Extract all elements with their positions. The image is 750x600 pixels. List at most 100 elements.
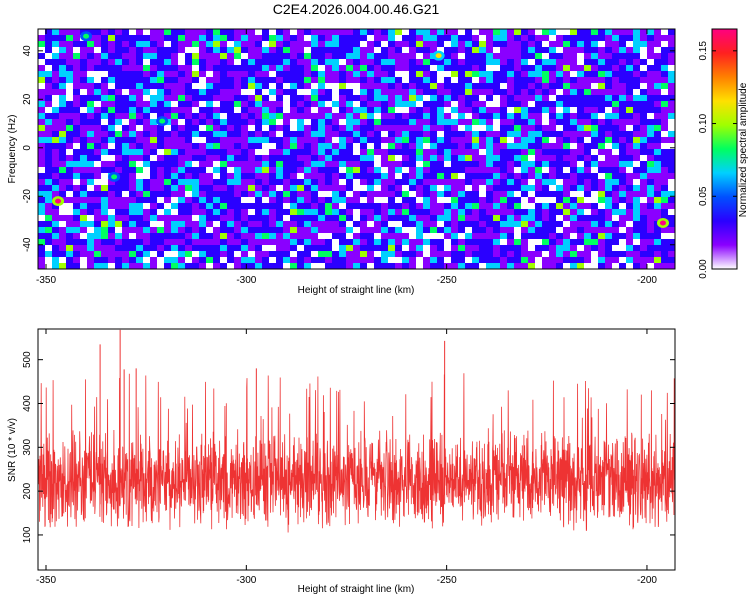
- spectrogram-cell: [143, 155, 150, 161]
- spectrogram-cell: [423, 185, 430, 191]
- spectrogram-cell: [290, 59, 297, 65]
- spectrogram-cell: [311, 59, 318, 65]
- spectrogram-cell: [668, 221, 675, 227]
- spectrogram-cell: [185, 113, 192, 119]
- spectrogram-cell: [633, 143, 640, 149]
- spectrogram-cell: [500, 263, 507, 269]
- spectrogram-cell: [353, 221, 360, 227]
- spectrogram-cell: [367, 101, 374, 107]
- spectrogram-cell: [234, 125, 241, 131]
- spectrogram-cell: [479, 95, 486, 101]
- spectrogram-cell: [185, 245, 192, 251]
- spectrogram-cell: [213, 149, 220, 155]
- spectrogram-cell: [479, 59, 486, 65]
- spectrogram-cell: [423, 101, 430, 107]
- spectrogram-cell: [402, 107, 409, 113]
- spectrogram-cell: [234, 155, 241, 161]
- spectrogram-cell: [465, 65, 472, 71]
- spectrogram-cell: [185, 125, 192, 131]
- spectrogram-cell: [206, 95, 213, 101]
- spectrogram-cell: [101, 191, 108, 197]
- spectrogram-cell: [451, 233, 458, 239]
- spectrogram-cell: [122, 179, 129, 185]
- spectrogram-cell: [325, 215, 332, 221]
- spectrogram-cell: [598, 221, 605, 227]
- spectrogram-cell: [486, 101, 493, 107]
- spectrogram-cell: [108, 215, 115, 221]
- spectrogram-cell: [290, 191, 297, 197]
- spectrogram-cell: [332, 227, 339, 233]
- spectrogram-cell: [570, 35, 577, 41]
- spectrogram-cell: [185, 95, 192, 101]
- spectrogram-cell: [66, 173, 73, 179]
- spectrogram-cell: [283, 71, 290, 77]
- spectrogram-cell: [346, 131, 353, 137]
- spectrogram-cell: [220, 35, 227, 41]
- spectrogram-cell: [136, 143, 143, 149]
- spectrogram-cell: [500, 227, 507, 233]
- spectrogram-cell: [101, 155, 108, 161]
- spectrogram-cell: [577, 119, 584, 125]
- spectrogram-cell: [108, 155, 115, 161]
- spectrogram-cell: [507, 137, 514, 143]
- spectrogram-cell: [493, 263, 500, 269]
- spectrogram-cell: [542, 131, 549, 137]
- spectrogram-cell: [563, 107, 570, 113]
- spectrogram-cell: [640, 155, 647, 161]
- spectrogram-cell: [332, 143, 339, 149]
- spectrogram-cell: [262, 239, 269, 245]
- spectrogram-cell: [430, 149, 437, 155]
- spectrogram-cell: [360, 83, 367, 89]
- spectrogram-cell: [262, 245, 269, 251]
- spectrogram-cell: [276, 119, 283, 125]
- spectrogram-cell: [661, 209, 668, 215]
- spectrogram-cell: [640, 101, 647, 107]
- spectrogram-cell: [311, 53, 318, 59]
- spectrogram-cell: [157, 239, 164, 245]
- spectrogram-cell: [458, 227, 465, 233]
- spectrogram-cell: [87, 185, 94, 191]
- spectrogram-cell: [353, 191, 360, 197]
- spectrogram-cell: [479, 41, 486, 47]
- spectrogram-cell: [395, 191, 402, 197]
- spectrogram-cell: [374, 143, 381, 149]
- spectrogram-cell: [549, 53, 556, 59]
- spectrogram-cell: [115, 137, 122, 143]
- spectrogram-cell: [136, 35, 143, 41]
- spectrogram-cell: [598, 161, 605, 167]
- spectrogram-cell: [521, 113, 528, 119]
- spectrogram-cell: [444, 245, 451, 251]
- spectrogram-cell: [129, 185, 136, 191]
- spectrogram-cell: [66, 95, 73, 101]
- spectrogram-cell: [486, 257, 493, 263]
- spectrogram-cell: [227, 197, 234, 203]
- spectrogram-cell: [563, 65, 570, 71]
- spectrogram-cell: [591, 227, 598, 233]
- spectrogram-cell: [409, 149, 416, 155]
- spectrogram-cell: [465, 29, 472, 35]
- spectrogram-cell: [199, 167, 206, 173]
- spectrogram-cell: [507, 185, 514, 191]
- spectrogram-cell: [157, 161, 164, 167]
- spectrogram-cell: [339, 101, 346, 107]
- spectrogram-cell: [563, 83, 570, 89]
- spectrogram-cell: [570, 137, 577, 143]
- spectrogram-cell: [444, 149, 451, 155]
- spectrogram-cell: [591, 185, 598, 191]
- spectrogram-cell: [388, 221, 395, 227]
- spectrogram-cell: [598, 155, 605, 161]
- spectrogram-cell: [185, 131, 192, 137]
- spectrogram-cell: [388, 209, 395, 215]
- spectrogram-cell: [591, 95, 598, 101]
- spectrogram-cell: [304, 209, 311, 215]
- spectrogram-cell: [129, 83, 136, 89]
- spectrogram-cell: [367, 113, 374, 119]
- spectrogram-cell: [535, 239, 542, 245]
- spectrogram-cell: [388, 89, 395, 95]
- spectrogram-cell: [668, 53, 675, 59]
- spectrogram-cell: [38, 119, 45, 125]
- spectrogram-cell: [500, 41, 507, 47]
- spectrogram-cell: [87, 29, 94, 35]
- spectrogram-cell: [101, 107, 108, 113]
- spectrogram-cell: [262, 257, 269, 263]
